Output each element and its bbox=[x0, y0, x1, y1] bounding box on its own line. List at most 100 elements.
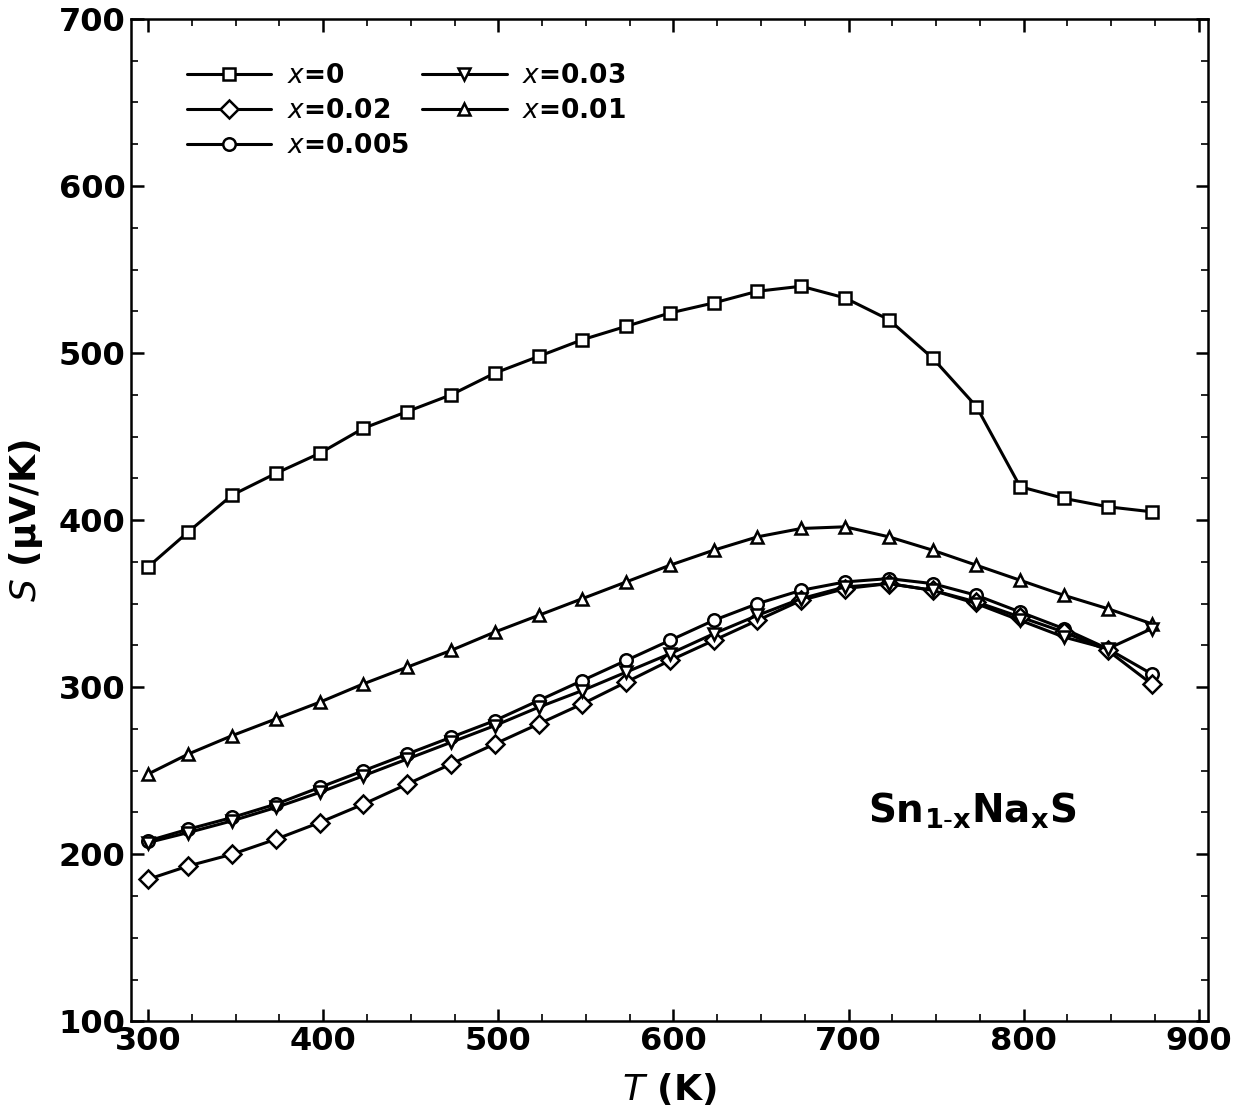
$x$=0.005 bbox=[750, 597, 765, 610]
$x$=0.02 bbox=[619, 675, 634, 688]
$x$=0.03 bbox=[224, 814, 239, 828]
$x$=0 bbox=[794, 280, 808, 293]
$x$=0.01 bbox=[882, 530, 897, 544]
$x$=0.005 bbox=[399, 747, 414, 761]
$x$=0.01 bbox=[1100, 602, 1115, 615]
$x$=0.005 bbox=[1100, 642, 1115, 655]
$x$=0 bbox=[662, 306, 677, 320]
$x$=0.02 bbox=[224, 848, 239, 861]
$x$=0.02 bbox=[531, 717, 546, 731]
$x$=0.005 bbox=[837, 575, 852, 588]
$x$=0.02 bbox=[1145, 677, 1159, 691]
$x$=0.03 bbox=[707, 627, 722, 641]
$x$=0.03 bbox=[181, 825, 196, 839]
$x$=0.02 bbox=[399, 778, 414, 791]
$x$=0 bbox=[575, 333, 590, 346]
$x$=0.03 bbox=[575, 684, 590, 697]
$x$=0 bbox=[140, 560, 155, 574]
Line: $x$=0: $x$=0 bbox=[141, 280, 1158, 573]
$x$=0.02 bbox=[662, 654, 677, 667]
$x$=0.005 bbox=[531, 694, 546, 707]
$x$=0.03 bbox=[925, 584, 940, 597]
$x$=0.01 bbox=[794, 521, 808, 535]
$x$=0.005 bbox=[794, 584, 808, 597]
$x$=0.005 bbox=[575, 674, 590, 687]
$x$=0.02 bbox=[968, 595, 983, 608]
Text: $\mathbf{Sn_{1\text{-}x}Na_xS}$: $\mathbf{Sn_{1\text{-}x}Na_xS}$ bbox=[868, 791, 1076, 831]
$x$=0 bbox=[1013, 480, 1028, 494]
$x$=0.02 bbox=[882, 577, 897, 590]
$x$=0.03 bbox=[444, 735, 459, 749]
$x$=0.02 bbox=[707, 634, 722, 647]
$x$=0.03 bbox=[356, 769, 371, 782]
$x$=0.005 bbox=[181, 822, 196, 836]
$x$=0.005 bbox=[1056, 622, 1071, 635]
$x$=0.005 bbox=[707, 614, 722, 627]
$x$=0.01 bbox=[224, 729, 239, 742]
Line: $x$=0.005: $x$=0.005 bbox=[141, 573, 1158, 847]
$x$=0.02 bbox=[794, 594, 808, 607]
$x$=0.02 bbox=[444, 758, 459, 771]
$x$=0.03 bbox=[619, 665, 634, 678]
$x$=0.02 bbox=[140, 872, 155, 886]
$x$=0.01 bbox=[444, 644, 459, 657]
$x$=0.02 bbox=[356, 798, 371, 811]
$x$=0.01 bbox=[181, 747, 196, 761]
$x$=0.03 bbox=[1145, 622, 1159, 635]
$x$=0.03 bbox=[750, 608, 765, 622]
$x$=0 bbox=[1056, 491, 1071, 505]
$x$=0.005 bbox=[619, 654, 634, 667]
$x$=0.005 bbox=[1013, 605, 1028, 618]
$x$=0 bbox=[925, 351, 940, 364]
$x$=0.02 bbox=[312, 815, 327, 829]
$x$=0.01 bbox=[1056, 588, 1071, 602]
$x$=0.005 bbox=[140, 834, 155, 848]
$x$=0 bbox=[707, 296, 722, 310]
$x$=0.03 bbox=[1056, 631, 1071, 644]
$x$=0.01 bbox=[399, 661, 414, 674]
$x$=0 bbox=[1145, 505, 1159, 518]
$x$=0 bbox=[224, 488, 239, 501]
$x$=0.01 bbox=[356, 677, 371, 691]
$x$=0 bbox=[968, 400, 983, 413]
$x$=0.03 bbox=[837, 580, 852, 594]
$x$=0.02 bbox=[750, 614, 765, 627]
$x$=0 bbox=[750, 284, 765, 297]
$x$=0.005 bbox=[356, 764, 371, 778]
$x$=0.01 bbox=[837, 520, 852, 534]
$x$=0.005 bbox=[1145, 667, 1159, 681]
$x$=0.01 bbox=[619, 575, 634, 588]
$x$=0 bbox=[181, 525, 196, 538]
$x$=0 bbox=[312, 447, 327, 460]
$x$=0.02 bbox=[487, 737, 502, 751]
$x$=0.03 bbox=[140, 836, 155, 849]
$x$=0.03 bbox=[968, 597, 983, 610]
$x$=0 bbox=[269, 467, 284, 480]
$x$=0 bbox=[619, 320, 634, 333]
$x$=0.01 bbox=[968, 558, 983, 571]
$x$=0.01 bbox=[925, 544, 940, 557]
$x$=0 bbox=[1100, 500, 1115, 514]
$x$=0.03 bbox=[1013, 614, 1028, 627]
$x$=0.01 bbox=[750, 530, 765, 544]
X-axis label: $\mathit{T}$ (K): $\mathit{T}$ (K) bbox=[621, 1071, 717, 1107]
$x$=0.005 bbox=[444, 731, 459, 744]
$x$=0 bbox=[882, 313, 897, 326]
$x$=0.03 bbox=[1100, 642, 1115, 655]
$x$=0.01 bbox=[487, 625, 502, 638]
$x$=0.02 bbox=[181, 859, 196, 872]
$x$=0.01 bbox=[531, 608, 546, 622]
$x$=0 bbox=[399, 404, 414, 418]
$x$=0.03 bbox=[487, 719, 502, 732]
$x$=0.02 bbox=[1056, 625, 1071, 638]
$x$=0.01 bbox=[575, 592, 590, 605]
$x$=0 bbox=[487, 367, 502, 380]
$x$=0.01 bbox=[707, 544, 722, 557]
$x$=0.02 bbox=[925, 584, 940, 597]
$x$=0.005 bbox=[269, 798, 284, 811]
$x$=0.03 bbox=[531, 701, 546, 714]
Line: $x$=0.02: $x$=0.02 bbox=[141, 577, 1158, 886]
$x$=0.03 bbox=[269, 801, 284, 814]
$x$=0.03 bbox=[399, 752, 414, 765]
Line: $x$=0.01: $x$=0.01 bbox=[141, 520, 1158, 780]
